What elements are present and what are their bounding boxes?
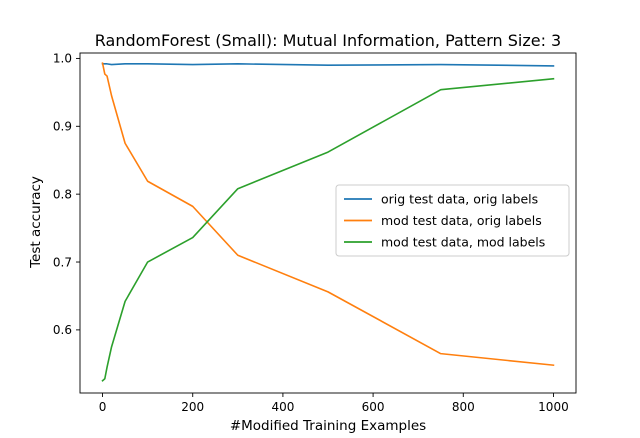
x-tick-label: 1000 <box>538 400 569 414</box>
legend-label-3: mod test data, mod labels <box>381 235 545 250</box>
chart-title: RandomForest (Small): Mutual Information… <box>95 31 561 50</box>
y-tick-label: 0.9 <box>53 120 72 134</box>
legend-label-1: orig test data, orig labels <box>381 192 538 207</box>
x-tick-label: 800 <box>452 400 475 414</box>
series-line-1 <box>101 63 555 67</box>
y-tick-label: 0.6 <box>53 323 72 337</box>
legend-box <box>335 184 570 257</box>
x-axis-label: #Modified Training Examples <box>230 418 426 434</box>
y-tick-label: 0.7 <box>53 255 72 269</box>
legend-label-2: mod test data, orig labels <box>381 213 542 228</box>
x-tick-label: 0 <box>99 400 107 414</box>
axes-frame <box>79 52 577 394</box>
plot-area: 0 200 400 600 800 1000 0.6 0.7 0.8 0.9 1.0 <box>53 52 577 414</box>
y-tick-label: 0.8 <box>53 187 72 201</box>
series-line-3 <box>101 77 555 382</box>
x-tick-label: 600 <box>362 400 385 414</box>
y-axis-label: Test accuracy <box>28 176 44 269</box>
x-tick-label: 400 <box>271 400 294 414</box>
legend: orig test data, orig labels mod test data… <box>335 184 570 257</box>
x-tick-label: 200 <box>181 400 204 414</box>
series-line-2 <box>101 62 555 367</box>
y-tick-label: 1.0 <box>53 52 72 66</box>
